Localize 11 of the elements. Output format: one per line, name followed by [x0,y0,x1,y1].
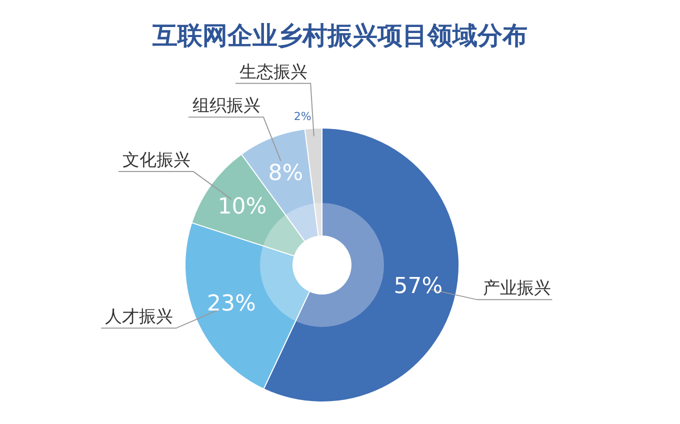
slice-label: 文化振兴 [122,150,190,171]
data-label: 8% [268,160,304,186]
data-label: 57% [394,274,443,300]
slice-label: 人才振兴 [105,307,174,328]
data-label: 2% [294,110,312,123]
data-label: 10% [218,194,267,220]
slice-label: 产业振兴 [483,278,552,299]
data-label: 23% [207,292,256,317]
slice-label: 生态振兴 [240,62,308,82]
slice-label: 组织振兴 [192,96,260,116]
chart-title: 互联网企业乡村振兴项目领域分布 [152,21,528,50]
